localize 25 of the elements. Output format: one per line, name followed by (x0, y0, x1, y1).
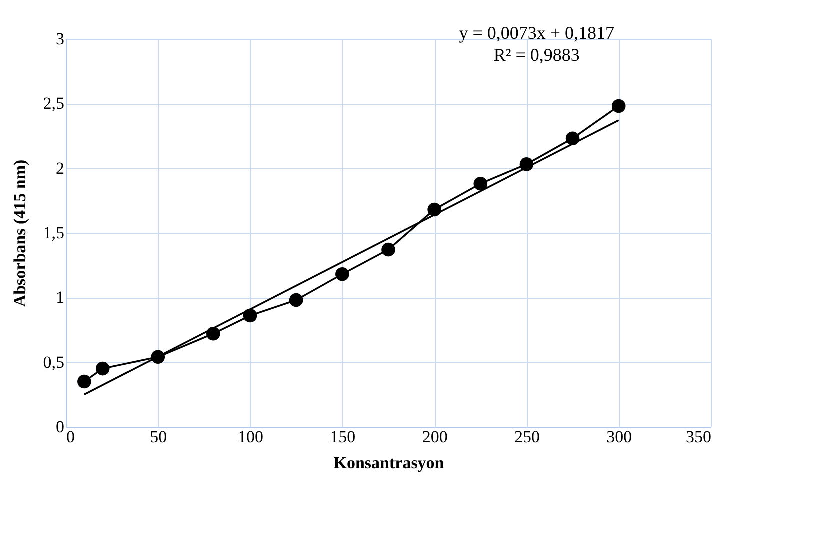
x-tick-label: 300 (606, 428, 632, 446)
x-tick-label: 200 (422, 428, 448, 446)
y-tick-label: 3 (56, 30, 64, 48)
x-tick-label: 350 (686, 428, 712, 446)
annotation: R² = 0,9883 (494, 45, 580, 65)
x-tick-label: 50 (150, 428, 168, 446)
annotation: y = 0,0073x + 0,1817 (459, 23, 615, 43)
y-tick-label: 2,5 (43, 94, 64, 114)
y-tick-label: 0,5 (43, 352, 64, 372)
point (78, 374, 92, 389)
y-tick-label: 1 (56, 288, 64, 308)
point (612, 99, 626, 114)
x-tick-label: 100 (238, 428, 264, 446)
point (289, 293, 304, 308)
x-tick-label: 250 (514, 428, 540, 446)
x-axis-title: Konsantrasyon (334, 454, 445, 472)
point (243, 308, 258, 323)
point (336, 268, 350, 282)
x-tick-label: 150 (330, 428, 356, 446)
point (474, 176, 488, 191)
y-tick-label: 1,5 (43, 224, 64, 242)
y-axis-title: Absorbans (415 nm) (10, 160, 30, 308)
point (382, 242, 396, 257)
point (96, 362, 110, 376)
y-tick-label: 2 (56, 158, 64, 178)
